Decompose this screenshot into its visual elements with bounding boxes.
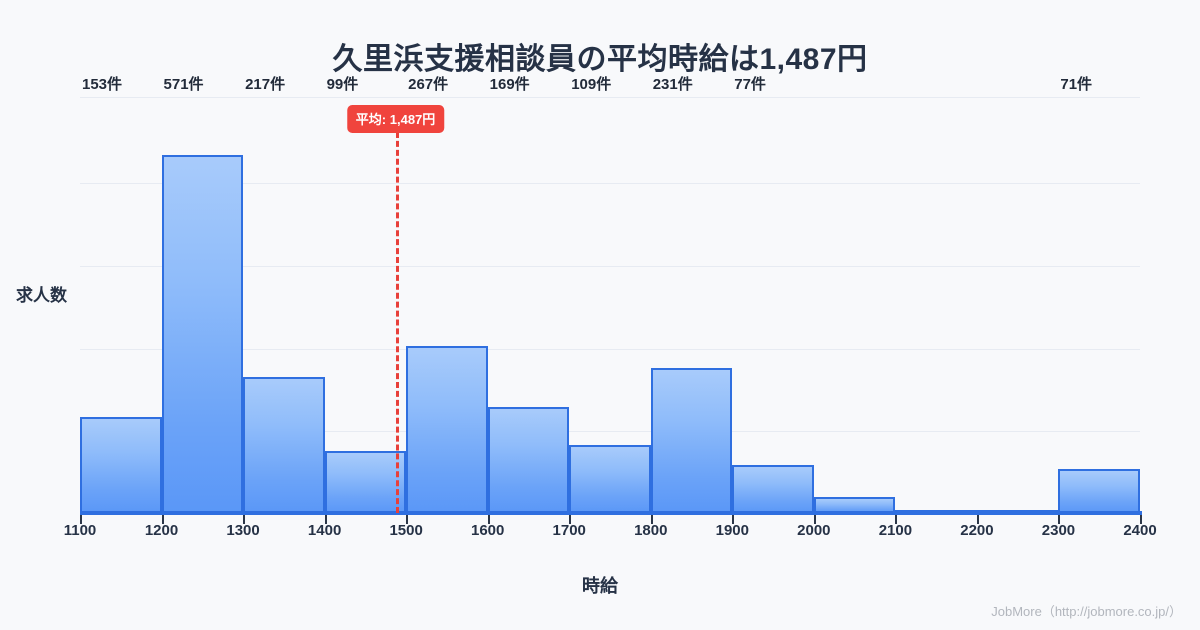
bar-value-label: 99件 [326,76,359,93]
bar-cell[interactable]: 217件 [243,76,325,513]
bar[interactable]: 169件 [487,76,570,513]
x-tick [406,515,409,524]
gridline [80,266,1140,267]
average-line [395,132,399,513]
bar-value-label: 267件 [408,76,449,93]
x-tick-label: 2100 [878,522,913,539]
bar-value-label: 153件 [82,76,123,93]
bar-value-label: 109件 [571,76,612,93]
bar[interactable]: 571件 [161,76,244,513]
bar-value-label: 571件 [163,76,204,93]
bar-cell[interactable]: 169件 [487,76,570,513]
x-tick [1058,515,1061,524]
bar-cell[interactable]: 267件 [406,76,488,513]
x-tick-label: 1900 [715,522,749,539]
bar-cell[interactable]: 109件 [569,76,651,513]
x-axis-ticks [80,515,1142,525]
chart-title: 久里浜支援相談員の平均時給は1,487円 [332,43,868,76]
bar-cell[interactable]: 71件 [1058,76,1140,513]
x-tick [813,515,816,524]
x-tick [487,515,490,524]
bar-cell[interactable]: 571件 [161,76,244,513]
bar-value-label: 71件 [1060,76,1093,93]
plot-area: 153件 571件 217件 99件 267件 169件 109件 231件 77件 71件 [80,76,1140,513]
bar[interactable]: 109件 [569,76,651,513]
x-tick [161,515,164,524]
x-tick-label: 1700 [552,522,586,539]
bar-cell[interactable]: 77件 [732,76,814,513]
bar-cell[interactable]: 231件 [650,76,733,513]
x-axis-tick-labels: 1100 1200 1300 1400 1500 1600 1700 1800 1900 2000… [0,522,1200,546]
x-axis-title: 時給 [582,576,618,596]
bar-value-label: 169件 [489,76,530,93]
x-tick [732,515,735,524]
x-tick [976,515,979,524]
gridline [80,97,1140,98]
x-axis-line [80,511,1142,515]
x-tick [80,515,82,524]
x-tick [1140,515,1142,524]
bar-cell[interactable]: 153件 [80,76,162,513]
x-tick [650,515,653,524]
watermark: JobMore（http://jobmore.co.jp/） [991,604,1182,619]
x-tick-label: 1300 [226,522,260,539]
x-tick-label: 2300 [1041,522,1076,539]
bar[interactable]: 231件 [650,76,733,513]
x-tick-label: 1500 [389,522,423,539]
x-tick-label: 1200 [144,522,179,539]
x-tick-label: 1600 [471,522,505,539]
x-tick [895,515,898,524]
bar-series: 153件 571件 217件 99件 267件 169件 109件 231件 77件 71件 [80,76,1140,513]
x-tick-label: 1800 [634,522,668,539]
average-badge: 平均: 1,487円 [346,105,445,133]
y-axis-title: 求人数 [16,286,67,305]
bar[interactable]: 77件 [732,76,814,513]
x-tick-label: 2200 [960,522,994,539]
gridline [80,349,1140,350]
x-tick [324,515,327,524]
bar[interactable] [813,497,896,513]
bar-cell[interactable]: 99件 [324,76,407,513]
bar-cell[interactable] [813,97,896,513]
bar[interactable]: 99件 [324,76,407,513]
bar-value-label: 217件 [245,76,286,93]
bar-value-label: 77件 [734,76,766,93]
gridline [80,431,1140,432]
bar[interactable]: 71件 [1058,76,1140,513]
bar-cell[interactable] [976,97,1059,513]
bar[interactable]: 217件 [243,76,325,513]
x-tick-label: 2000 [797,522,831,539]
x-tick-label: 2400 [1123,522,1157,539]
x-tick-label: 1400 [307,522,342,539]
bar[interactable]: 153件 [80,76,162,513]
gridline [80,183,1140,184]
x-tick [243,515,246,524]
bar-cell[interactable] [895,97,977,513]
x-tick [569,515,572,524]
bar[interactable]: 267件 [406,76,488,513]
bar-value-label: 231件 [652,76,693,93]
x-tick-label: 1100 [63,522,97,539]
